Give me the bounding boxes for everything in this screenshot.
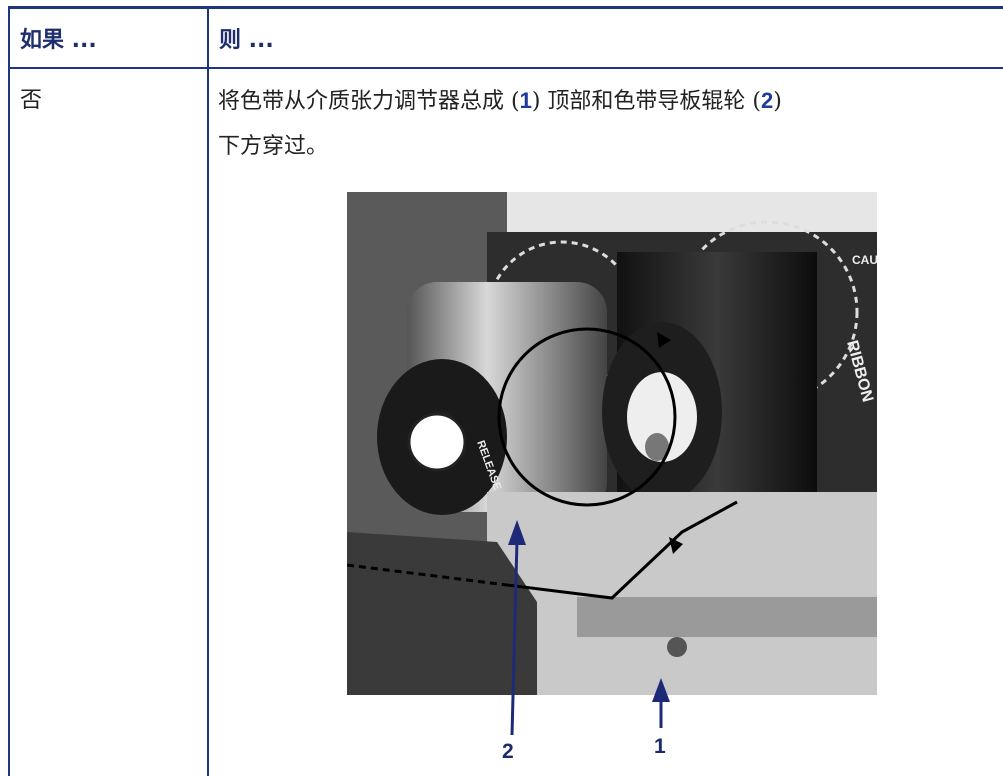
condition-cell: 否 [20,88,43,113]
callout-ref: 1 [519,88,532,113]
instruction-cell: 将色带从介质张力调节器总成 (1) 顶部和色带导板辊轮 (2) 下方穿过。 [218,78,808,169]
header-cell: 如果 ... [20,28,97,53]
header-border [8,67,1003,69]
callout-ref: 2 [760,88,774,113]
instruction-text: ) 下方穿过。 [218,89,782,159]
instruction-text: ) 顶部和色带导板辊轮 ( [531,89,761,114]
callout-label: 1 [654,735,666,758]
table-top-border [8,6,1003,9]
callout-label: 2 [502,740,514,763]
column-divider [207,6,209,776]
header-cell: 则 ... [219,28,274,53]
table-left-border [8,6,10,776]
photo-label: CAU [852,253,877,267]
printer-photo: RIBBON RELEASE CAU [347,192,877,695]
instruction-text: 将色带从介质张力调节器总成 ( [218,89,520,114]
